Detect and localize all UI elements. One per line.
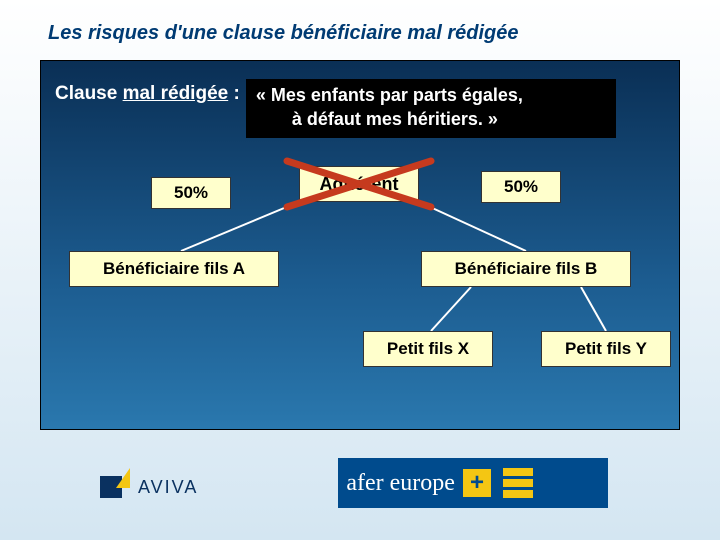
afer-wordmark: afer europe	[346, 470, 455, 497]
diagram-panel: Clause mal rédigée : « Mes enfants par p…	[40, 60, 680, 430]
cross-out-icon	[279, 153, 439, 215]
node-pct-left: 50%	[151, 177, 231, 209]
node-ben-b: Bénéficiaire fils B	[421, 251, 631, 287]
clause-quote: « Mes enfants par parts égales, à défaut…	[246, 79, 616, 138]
slide-title: Les risques d'une clause bénéficiaire ma…	[0, 0, 720, 45]
clause-underlined: mal rédigée	[123, 83, 229, 104]
clause-prefix: Clause	[55, 83, 123, 104]
slide: Les risques d'une clause bénéficiaire ma…	[0, 0, 720, 540]
node-pct-right: 50%	[481, 171, 561, 203]
logo-afer-europe: afer europe +	[338, 458, 608, 508]
clause-line: Clause mal rédigée : « Mes enfants par p…	[55, 79, 667, 137]
footer-logos: AVIVA afer europe +	[40, 444, 680, 522]
node-ben-a: Bénéficiaire fils A	[69, 251, 279, 287]
node-petitfils-x: Petit fils X	[363, 331, 493, 367]
quote-line-2: à défaut mes héritiers. »	[256, 107, 606, 131]
aviva-wordmark: AVIVA	[138, 477, 198, 498]
clause-label: Clause mal rédigée :	[55, 79, 240, 105]
clause-suffix: :	[228, 83, 240, 104]
afer-plus-icon: +	[463, 469, 491, 497]
logo-aviva: AVIVA	[100, 468, 198, 498]
afer-bars-icon	[503, 468, 533, 498]
node-petitfils-y: Petit fils Y	[541, 331, 671, 367]
aviva-mark-icon	[100, 468, 130, 498]
quote-line-1: « Mes enfants par parts égales,	[256, 83, 606, 107]
